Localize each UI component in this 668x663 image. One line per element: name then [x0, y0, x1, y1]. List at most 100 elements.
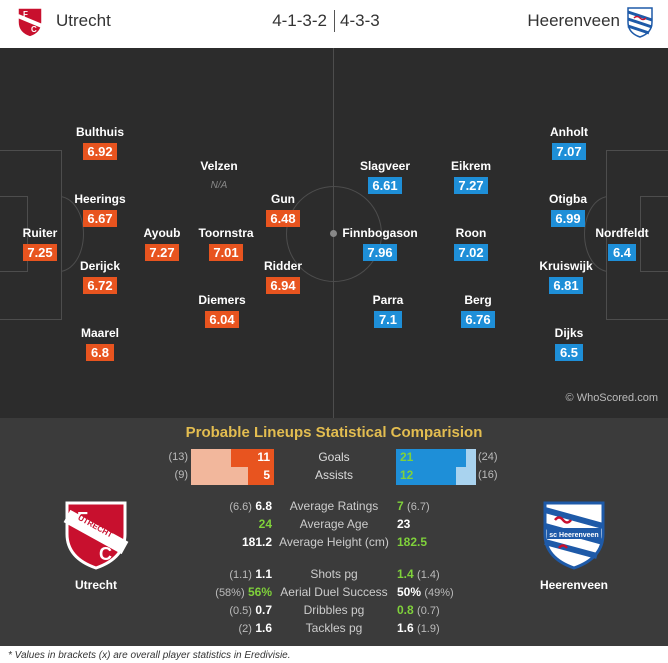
- player-card[interactable]: Gun 6.48: [238, 192, 328, 228]
- player-rating: 6.72: [83, 277, 117, 294]
- player-name: Ayoub: [143, 226, 181, 240]
- player-card[interactable]: Nordfeldt 6.4: [577, 226, 667, 262]
- home-stat-overall: (6.6): [229, 501, 252, 513]
- player-rating: 7.27: [145, 244, 179, 261]
- away-assists-overall: (16): [478, 469, 498, 481]
- away-stat: 0.8 (0.7): [397, 603, 440, 617]
- player-card[interactable]: Heerings 6.67: [55, 192, 145, 228]
- away-stat-value: 7: [397, 499, 404, 513]
- player-card[interactable]: Ruiter 7.25: [0, 226, 85, 262]
- player-rating: 7.27: [454, 177, 488, 194]
- player-rating: 7.25: [23, 244, 57, 261]
- home-team-name[interactable]: Utrecht: [56, 11, 111, 30]
- home-stat: (1.1) 1.1: [229, 567, 272, 581]
- player-name: Berg: [464, 293, 492, 307]
- away-team-name[interactable]: Heerenveen: [527, 11, 620, 30]
- away-goals-overall: (24): [478, 451, 498, 463]
- player-name: Maarel: [80, 326, 120, 340]
- home-penalty-area: [0, 150, 62, 320]
- player-rating: 6.99: [551, 210, 585, 227]
- player-card[interactable]: Anholt 7.07: [524, 125, 614, 161]
- player-card[interactable]: Diemers 6.04: [177, 293, 267, 329]
- svg-text:F: F: [23, 10, 28, 19]
- player-name: Kruiswijk: [539, 259, 593, 273]
- player-rating: 7.02: [454, 244, 488, 261]
- away-team-block[interactable]: sc Heerenveen Heerenveen: [514, 500, 634, 592]
- away-stat: 7 (6.7): [397, 499, 430, 513]
- player-name: Anholt: [550, 125, 588, 139]
- away-stat-value: 1.6: [397, 621, 414, 635]
- player-rating: N/A: [210, 180, 228, 191]
- away-stat-value: 50%: [397, 585, 422, 599]
- heerenveen-crest-icon: sc Heerenveen: [543, 501, 605, 570]
- comparison-title: Probable Lineups Statistical Comparision: [185, 424, 483, 441]
- stat-label: Tackles pg: [305, 621, 363, 635]
- player-rating: 6.67: [83, 210, 117, 227]
- player-name: Slagveer: [359, 159, 411, 173]
- player-card[interactable]: Toornstra 7.01: [181, 226, 271, 262]
- svg-text:sc Heerenveen: sc Heerenveen: [549, 532, 598, 539]
- player-card[interactable]: Derijck 6.72: [55, 259, 145, 295]
- away-stat-value: 182.5: [397, 535, 428, 549]
- player-card[interactable]: Ayoub 7.27: [117, 226, 207, 262]
- player-name: Finnbogason: [342, 226, 418, 240]
- home-stat: (2) 1.6: [239, 621, 272, 635]
- player-rating: 6.48: [266, 210, 300, 227]
- player-rating: 6.04: [205, 311, 239, 328]
- player-rating: 6.5: [555, 344, 583, 361]
- player-card[interactable]: Eikrem 7.27: [426, 159, 516, 195]
- player-card[interactable]: Kruiswijk 6.81: [521, 259, 611, 295]
- player-card[interactable]: Parra 7.1: [343, 293, 433, 329]
- player-name: Ruiter: [22, 226, 58, 240]
- home-assists-value: 5: [263, 468, 270, 482]
- away-team-label: Heerenveen: [539, 578, 609, 592]
- home-stat-overall: (2): [238, 623, 252, 635]
- utrecht-crest-icon[interactable]: F C: [15, 6, 45, 38]
- home-stat: 181.2: [242, 535, 272, 549]
- player-card[interactable]: Dijks 6.5: [524, 326, 614, 362]
- player-rating: 7.01: [209, 244, 243, 261]
- player-card[interactable]: Velzen N/A: [174, 159, 264, 194]
- away-formation: 4-3-3: [340, 11, 380, 30]
- assists-label: Assists: [314, 468, 353, 482]
- player-card[interactable]: Ridder 6.94: [238, 259, 328, 295]
- assists-bar-row: (9) 5 Assists 12 (16): [0, 467, 668, 485]
- away-assists-bar: [396, 467, 456, 485]
- player-card[interactable]: Maarel 6.8: [55, 326, 145, 362]
- home-stat: 24: [259, 517, 272, 531]
- player-card[interactable]: Slagveer 6.61: [340, 159, 430, 195]
- whoscored-credit[interactable]: © WhoScored.com: [565, 392, 658, 404]
- away-stat: 1.4 (1.4): [397, 567, 440, 581]
- home-team-block[interactable]: F C UTRECHT Utrecht: [36, 500, 156, 592]
- player-rating: 6.61: [368, 177, 402, 194]
- formation-divider: [334, 10, 335, 32]
- stat-label: Average Height (cm): [279, 535, 389, 549]
- footnote: * Values in brackets (x) are overall pla…: [8, 650, 291, 661]
- away-assists-value: 12: [400, 468, 414, 482]
- svg-text:C: C: [31, 25, 37, 34]
- away-stat-overall: (49%): [424, 587, 454, 599]
- home-stat-overall: (1.1): [229, 569, 252, 581]
- player-name: Toornstra: [198, 226, 254, 240]
- player-card[interactable]: Roon 7.02: [426, 226, 516, 262]
- player-card[interactable]: Bulthuis 6.92: [55, 125, 145, 161]
- away-six-yard-box: [640, 196, 668, 272]
- stat-label: Average Age: [299, 517, 369, 531]
- player-rating: 7.07: [552, 143, 586, 160]
- away-stat: 50% (49%): [397, 585, 454, 599]
- away-stat-value: 23: [397, 517, 411, 531]
- stat-label: Shots pg: [310, 567, 358, 581]
- heerenveen-crest-icon[interactable]: [625, 6, 655, 38]
- away-stat-value: 0.8: [397, 603, 414, 617]
- player-card[interactable]: Berg 6.76: [433, 293, 523, 329]
- centre-spot: [330, 230, 337, 237]
- player-card[interactable]: Finnbogason 7.96: [335, 226, 425, 262]
- lineup-comparison-panel: Probable Lineups Statistical Comparision…: [0, 418, 668, 646]
- home-team-label: Utrecht: [74, 578, 117, 592]
- player-card[interactable]: Otigba 6.99: [523, 192, 613, 228]
- player-name: Roon: [455, 226, 487, 240]
- stat-label: Dribbles pg: [303, 603, 365, 617]
- stat-row: (2) 1.6 Tackles pg 1.6 (1.9): [0, 621, 668, 639]
- home-goals-value: 11: [257, 450, 270, 464]
- stat-label: Average Ratings: [289, 499, 379, 513]
